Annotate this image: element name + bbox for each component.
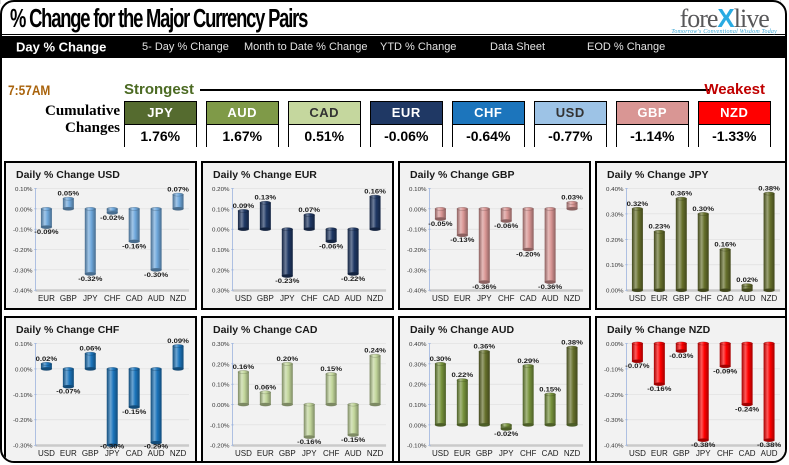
- svg-text:-0.20%: -0.20%: [604, 393, 624, 399]
- svg-text:0.00%: 0.00%: [409, 424, 426, 430]
- svg-text:-0.10%: -0.10%: [13, 393, 33, 399]
- svg-text:-0.13%: -0.13%: [450, 236, 475, 244]
- svg-text:0.30%: 0.30%: [606, 213, 623, 219]
- svg-text:0.22%: 0.22%: [452, 370, 474, 378]
- svg-text:0.07%: 0.07%: [167, 185, 189, 193]
- svg-text:0.09%: 0.09%: [233, 201, 255, 209]
- svg-text:0.38%: 0.38%: [758, 184, 780, 192]
- svg-text:0.29%: 0.29%: [517, 356, 539, 364]
- svg-text:-0.32%: -0.32%: [78, 274, 103, 282]
- svg-text:0.00%: 0.00%: [15, 368, 32, 374]
- svg-text:0.15%: 0.15%: [320, 364, 342, 372]
- svg-text:0.16%: 0.16%: [364, 187, 386, 195]
- svg-text:-0.20%: -0.20%: [407, 248, 427, 254]
- svg-text:0.10%: 0.10%: [15, 187, 32, 193]
- svg-text:0.20%: 0.20%: [276, 354, 298, 362]
- svg-text:0.06%: 0.06%: [79, 344, 101, 352]
- svg-text:0.40%: 0.40%: [409, 342, 426, 348]
- svg-text:-0.06%: -0.06%: [319, 242, 344, 250]
- svg-text:-0.30%: -0.30%: [407, 269, 427, 275]
- svg-text:-0.38%: -0.38%: [691, 441, 716, 449]
- svg-text:-0.02%: -0.02%: [100, 213, 125, 221]
- svg-text:0.09%: 0.09%: [167, 336, 189, 344]
- svg-text:0.10%: 0.10%: [409, 403, 426, 409]
- svg-text:0.23%: 0.23%: [649, 222, 671, 230]
- svg-text:-0.10%: -0.10%: [407, 228, 427, 234]
- svg-text:-0.10%: -0.10%: [210, 424, 230, 430]
- svg-text:-0.36%: -0.36%: [538, 282, 563, 290]
- svg-text:0.20%: 0.20%: [606, 238, 623, 244]
- svg-text:-0.30%: -0.30%: [604, 418, 624, 424]
- svg-text:-0.02%: -0.02%: [494, 429, 519, 437]
- svg-text:-0.15%: -0.15%: [122, 407, 147, 415]
- svg-text:0.10%: 0.10%: [212, 208, 229, 214]
- svg-text:0.16%: 0.16%: [714, 240, 736, 248]
- svg-text:-0.20%: -0.20%: [13, 418, 33, 424]
- svg-text:0.16%: 0.16%: [233, 362, 255, 370]
- svg-text:-0.15%: -0.15%: [341, 435, 366, 443]
- svg-text:0.36%: 0.36%: [670, 189, 692, 197]
- svg-text:-0.05%: -0.05%: [428, 219, 453, 227]
- svg-text:0.32%: 0.32%: [627, 199, 649, 207]
- svg-text:0.20%: 0.20%: [212, 269, 229, 275]
- svg-text:0.30%: 0.30%: [409, 363, 426, 369]
- svg-text:0.20%: 0.20%: [212, 187, 229, 193]
- svg-text:0.38%: 0.38%: [561, 338, 583, 346]
- svg-text:-0.07%: -0.07%: [625, 362, 650, 370]
- svg-text:0.00%: 0.00%: [212, 403, 229, 409]
- svg-text:0.20%: 0.20%: [212, 363, 229, 369]
- svg-text:0.03%: 0.03%: [561, 193, 583, 201]
- svg-text:0.24%: 0.24%: [364, 346, 386, 354]
- svg-text:-0.16%: -0.16%: [122, 242, 147, 250]
- svg-text:0.13%: 0.13%: [255, 193, 277, 201]
- svg-text:-0.16%: -0.16%: [297, 437, 322, 445]
- svg-text:-0.24%: -0.24%: [735, 405, 760, 413]
- svg-text:0.15%: 0.15%: [539, 385, 561, 393]
- svg-text:-0.10%: -0.10%: [13, 228, 33, 234]
- svg-text:0.10%: 0.10%: [15, 342, 32, 348]
- svg-text:-0.30%: -0.30%: [13, 269, 33, 275]
- svg-text:0.10%: 0.10%: [212, 383, 229, 389]
- svg-text:0.36%: 0.36%: [473, 342, 495, 350]
- svg-text:0.00%: 0.00%: [15, 208, 32, 214]
- svg-text:-0.06%: -0.06%: [494, 221, 519, 229]
- svg-text:0.00%: 0.00%: [409, 208, 426, 214]
- svg-text:-0.07%: -0.07%: [56, 387, 81, 395]
- svg-text:0.30%: 0.30%: [692, 204, 714, 212]
- svg-text:0.02%: 0.02%: [736, 276, 758, 284]
- svg-text:-0.22%: -0.22%: [341, 274, 366, 282]
- svg-text:-0.23%: -0.23%: [275, 276, 300, 284]
- svg-text:-0.20%: -0.20%: [13, 248, 33, 254]
- svg-text:-0.16%: -0.16%: [647, 385, 672, 393]
- svg-text:0.00%: 0.00%: [212, 228, 229, 234]
- svg-text:0.00%: 0.00%: [606, 342, 623, 348]
- svg-text:0.30%: 0.30%: [430, 354, 452, 362]
- svg-text:-0.36%: -0.36%: [472, 282, 497, 290]
- svg-text:0.40%: 0.40%: [606, 187, 623, 193]
- svg-text:-0.10%: -0.10%: [604, 368, 624, 374]
- svg-text:0.10%: 0.10%: [606, 263, 623, 269]
- svg-text:-0.38%: -0.38%: [757, 441, 782, 449]
- svg-text:-0.09%: -0.09%: [713, 367, 738, 375]
- svg-text:0.20%: 0.20%: [409, 383, 426, 389]
- svg-text:0.05%: 0.05%: [58, 189, 80, 197]
- svg-text:-0.20%: -0.20%: [516, 250, 541, 258]
- svg-text:0.30%: 0.30%: [212, 342, 229, 348]
- svg-text:0.10%: 0.10%: [212, 248, 229, 254]
- svg-text:-0.03%: -0.03%: [669, 351, 694, 359]
- svg-text:0.02%: 0.02%: [36, 354, 58, 362]
- svg-text:0.10%: 0.10%: [409, 187, 426, 193]
- svg-text:0.07%: 0.07%: [298, 205, 320, 213]
- svg-text:-0.09%: -0.09%: [34, 228, 59, 236]
- svg-text:-0.30%: -0.30%: [144, 270, 169, 278]
- svg-text:0.06%: 0.06%: [255, 383, 277, 391]
